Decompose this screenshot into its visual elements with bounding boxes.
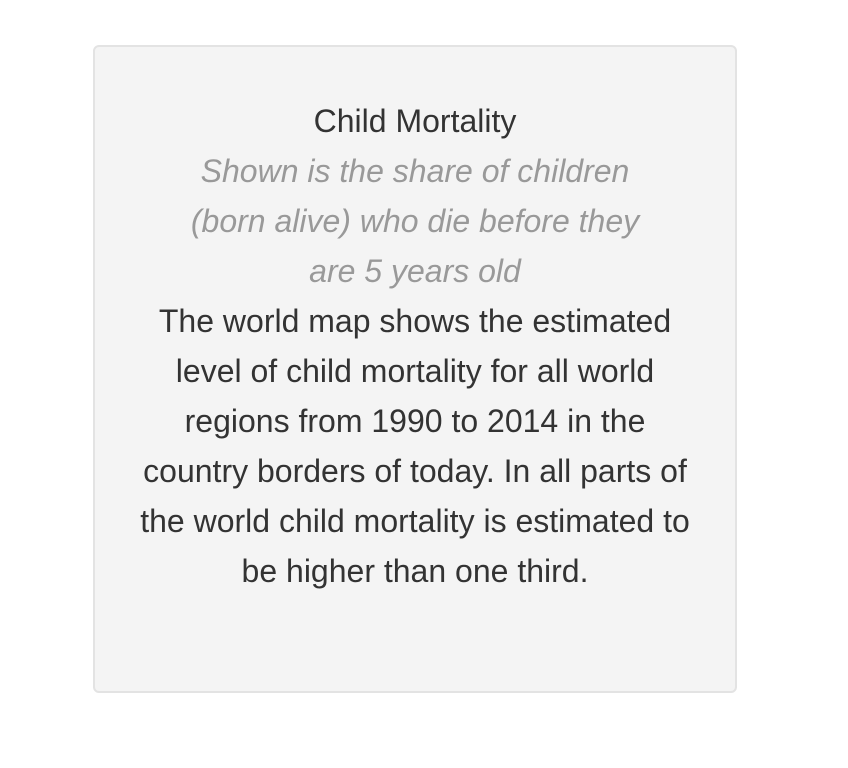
card-title: Child Mortality [313, 103, 517, 139]
card-description: The world map shows the estimated level … [140, 303, 690, 589]
card-subtitle: Shown is the share of children (born ali… [190, 153, 640, 289]
card-content: Child Mortality Shown is the share of ch… [135, 96, 695, 596]
info-card: Child Mortality Shown is the share of ch… [93, 45, 737, 693]
